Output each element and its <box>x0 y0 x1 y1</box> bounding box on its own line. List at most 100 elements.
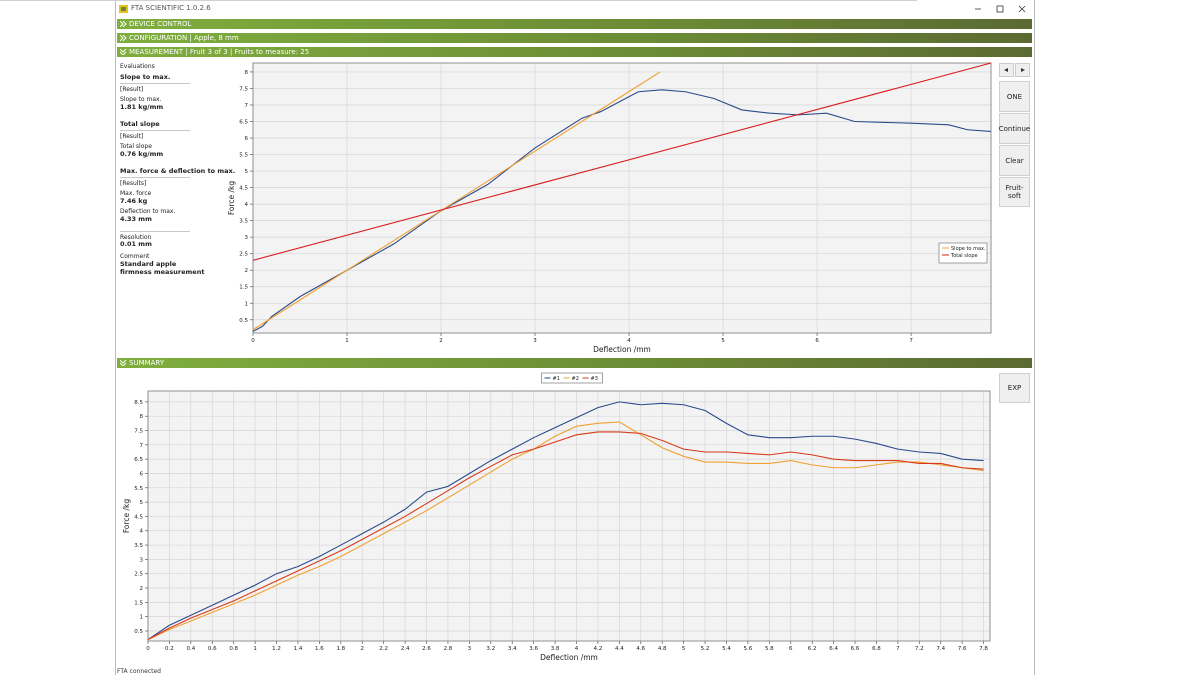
eval-value: 4.33 mm <box>120 215 152 223</box>
data-line <box>252 71 661 331</box>
button[interactable]: ONE <box>999 81 1030 112</box>
eval-label: Deflection to max. <box>120 208 176 215</box>
x-tick-label: 2.6 <box>422 646 431 652</box>
section-bar[interactable]: DEVICE CONTROL <box>117 19 1032 29</box>
y-tick-label: 7 <box>245 103 249 109</box>
y-tick-label: 4.5 <box>239 186 248 192</box>
y-tick-label: 5 <box>140 500 144 506</box>
window-controls[interactable] <box>970 3 1030 15</box>
data-line <box>147 421 984 641</box>
data-line <box>147 401 984 641</box>
x-tick-label: 6 <box>815 338 819 344</box>
y-tick-label: 1 <box>140 615 144 621</box>
y-tick-label: 3.5 <box>134 543 143 549</box>
y-tick-label: 3.5 <box>239 219 248 225</box>
legend-label: #3 <box>591 376 598 382</box>
x-tick-label: 2.8 <box>444 646 453 652</box>
x-tick-label: 4 <box>575 646 579 652</box>
y-tick-label: 7.5 <box>239 86 248 92</box>
y-axis-title: Force /kg <box>122 499 131 534</box>
x-tick-label: 1 <box>253 646 257 652</box>
x-tick-label: 1.2 <box>272 646 281 652</box>
x-tick-label: 7 <box>896 646 900 652</box>
x-tick-label: 5 <box>682 646 686 652</box>
x-tick-label: 4.8 <box>658 646 667 652</box>
y-tick-label: 1.5 <box>239 285 248 291</box>
x-tick-label: 2 <box>439 338 443 344</box>
eval-value: 7.46 kg <box>120 197 148 205</box>
x-axis-title: Deflection /mm <box>540 653 598 662</box>
x-tick-label: 0.2 <box>165 646 174 652</box>
section-bar[interactable]: CONFIGURATION | Apple, 8 mm <box>117 33 1032 43</box>
y-tick-label: 8 <box>245 70 249 76</box>
y-tick-label: 0.5 <box>239 318 248 324</box>
y-tick-label: 2.5 <box>134 572 143 578</box>
x-tick-label: 3.6 <box>529 646 538 652</box>
eval-heading: Total slope <box>120 120 160 128</box>
nav-buttons[interactable] <box>999 63 1031 77</box>
y-tick-label: 0.5 <box>134 629 143 635</box>
x-tick-label: 1.8 <box>336 646 345 652</box>
section-title: MEASUREMENT | Fruit 3 of 3 | Fruits to m… <box>129 48 310 56</box>
y-tick-label: 6 <box>245 136 249 142</box>
x-tick-label: 7.2 <box>915 646 924 652</box>
y-tick-label: 8 <box>140 414 144 420</box>
legend-label: #1 <box>553 376 560 382</box>
plot-border <box>147 390 991 642</box>
button[interactable]: EXP <box>999 373 1030 403</box>
x-tick-label: 5.4 <box>722 646 731 652</box>
separator <box>120 177 190 178</box>
legend-box <box>541 372 603 384</box>
x-tick-label: 7.4 <box>936 646 945 652</box>
y-tick-label: 3 <box>140 557 144 563</box>
x-tick-label: 0.6 <box>208 646 217 652</box>
button[interactable]: Clear <box>999 145 1030 176</box>
y-tick-label: 6.5 <box>239 119 248 125</box>
x-tick-label: 1 <box>345 338 349 344</box>
measurement-chart: 0 1 2 3 4 5 6 7 0.5 1 1.5 2 2.5 3 3.5 4 4.5 5 5.5 6 6.5 7 7.5 8… <box>227 62 992 354</box>
x-tick-label: 4.4 <box>615 646 624 652</box>
section-title: DEVICE CONTROL <box>129 20 192 28</box>
y-tick-label: 5.5 <box>239 153 248 159</box>
y-tick-label: 1 <box>245 301 249 307</box>
x-tick-label: 0 <box>146 646 150 652</box>
button[interactable]: Fruit-soft <box>999 177 1030 207</box>
y-tick-label: 7.5 <box>134 429 143 435</box>
x-tick-label: 1.6 <box>315 646 324 652</box>
x-tick-label: 5.2 <box>701 646 710 652</box>
y-tick-label: 3 <box>245 235 249 241</box>
x-tick-label: 6.6 <box>851 646 860 652</box>
x-tick-label: 0.4 <box>186 646 195 652</box>
y-tick-label: 6.5 <box>134 457 143 463</box>
x-tick-label: 1.4 <box>294 646 303 652</box>
plot-border <box>252 62 992 334</box>
plot-area <box>148 391 990 641</box>
button[interactable]: Continue <box>999 113 1030 144</box>
y-tick-label: 5.5 <box>134 486 143 492</box>
section-bar[interactable]: MEASUREMENT | Fruit 3 of 3 | Fruits to m… <box>117 47 1032 57</box>
x-tick-label: 3.4 <box>508 646 517 652</box>
eval-tag: [Result] <box>120 86 144 93</box>
x-tick-label: 2.4 <box>401 646 410 652</box>
eval-label: Slope to max. <box>120 96 162 103</box>
eval-label: Max. force <box>120 190 152 197</box>
section-bar[interactable]: SUMMARY <box>117 358 1032 368</box>
section-title: CONFIGURATION | Apple, 8 mm <box>129 34 239 42</box>
y-tick-label: 4.5 <box>134 514 143 520</box>
data-line <box>147 431 984 641</box>
eval-heading: Max. force & deflection to max. <box>120 167 236 175</box>
plot-area <box>253 63 991 333</box>
x-tick-label: 6.4 <box>829 646 838 652</box>
resolution-value: 0.01 mm <box>120 240 152 248</box>
y-tick-label: 2.5 <box>239 252 248 258</box>
y-tick-label: 6 <box>140 471 144 477</box>
y-tick-label: 2 <box>140 586 144 592</box>
x-tick-label: 3 <box>533 338 537 344</box>
app-icon <box>119 5 128 13</box>
x-tick-label: 3.8 <box>551 646 560 652</box>
window-title: FTA SCIENTIFIC 1.0.2.6 <box>131 4 211 12</box>
background-edge <box>0 0 917 1</box>
summary-chart: 0 0.2 0.4 0.6 0.8 1 1.2 1.4 1.6 1.8 2 2.2 2.4 2.6 2.8 3… <box>122 372 991 662</box>
x-tick-label: 6 <box>789 646 793 652</box>
